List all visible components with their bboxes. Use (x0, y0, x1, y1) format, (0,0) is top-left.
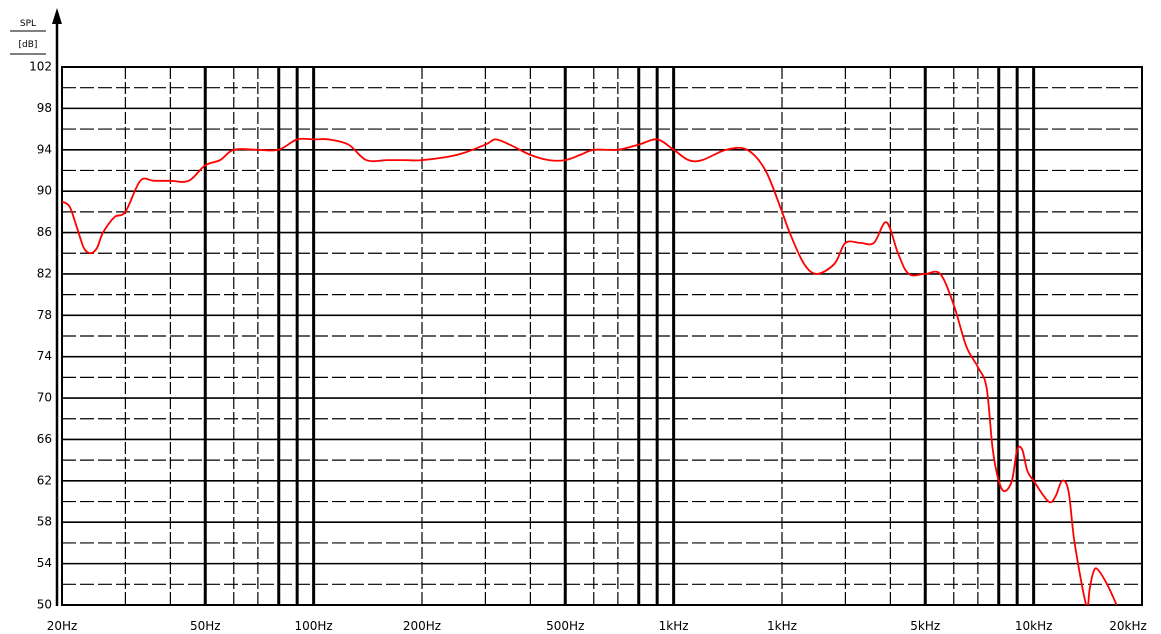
x-tick-label: 5kHz (910, 619, 940, 633)
y-tick-label: 54 (37, 556, 52, 570)
y-tick-label: 94 (37, 142, 52, 156)
x-tick-label: 1kHz (767, 619, 797, 633)
spl-response-line (62, 137, 1118, 605)
y-tick-label: 70 (37, 391, 52, 405)
x-tick-labels: 20Hz 50Hz 100Hz 200Hz 500Hz 1kHz 1kHz 5kHz 10kHz… (47, 619, 1147, 633)
x-tick-label: 20kHz (1109, 619, 1147, 633)
x-tick-label: 1kHz (659, 619, 689, 633)
y-tick-label: 102 (29, 60, 52, 74)
x-tick-label: 200Hz (403, 619, 441, 633)
y-tick-label: 66 (37, 432, 52, 446)
y-tick-label: 98 (37, 101, 52, 115)
plot-frame (61, 66, 1143, 606)
x-tick-label: 20Hz (47, 619, 78, 633)
y-axis-label: SPL (20, 19, 36, 29)
y-tick-label: 74 (37, 349, 52, 363)
x-tick-label: 500Hz (546, 619, 584, 633)
y-tick-label: 90 (37, 184, 52, 198)
y-tick-label: 78 (37, 308, 52, 322)
x-tick-label: 50Hz (190, 619, 221, 633)
y-axis-arrow (52, 8, 62, 24)
grid-minor (62, 67, 1142, 605)
y-tick-labels: 102 98 94 90 86 82 78 74 70 66 62 58 54 50 (29, 60, 52, 612)
y-tick-label: 62 (37, 473, 52, 487)
y-tick-label: 82 (37, 266, 52, 280)
grid-major (62, 66, 1142, 606)
x-tick-label: 100Hz (295, 619, 333, 633)
series-group (62, 137, 1118, 605)
y-tick-label: 50 (37, 598, 52, 612)
y-tick-label: 86 (37, 225, 52, 239)
y-tick-label: 58 (37, 515, 52, 529)
y-axis-unit: [dB] (19, 40, 38, 50)
x-tick-label: 10kHz (1015, 619, 1053, 633)
